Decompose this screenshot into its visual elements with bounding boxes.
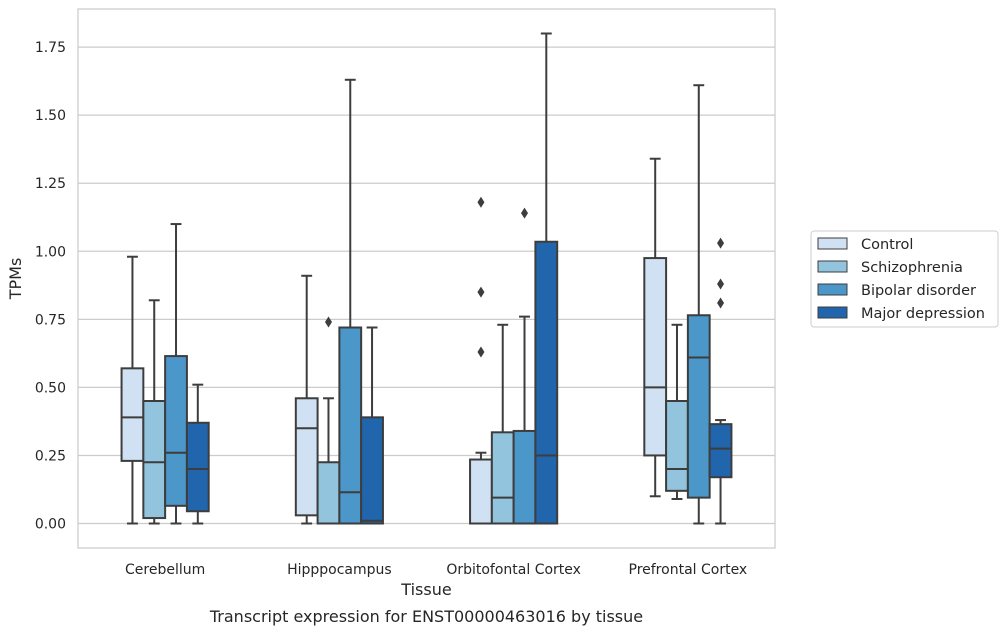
box-control: [643, 157, 668, 498]
y-tick-label: 0.75: [35, 312, 66, 328]
box-iqr: [164, 355, 188, 507]
y-tick-label: 1.00: [35, 244, 66, 260]
outlier-point: [477, 286, 485, 298]
box-control: [294, 274, 319, 525]
box-bipolar-disorder: [338, 78, 363, 525]
box-control: [469, 196, 493, 525]
box-bipolar-disorder: [512, 207, 537, 525]
box-iqr: [294, 397, 319, 517]
box-iqr: [338, 326, 363, 525]
box-major-depression: [708, 237, 733, 525]
box-schizophrenia: [490, 323, 515, 525]
x-tick-label: Cerebellum: [125, 562, 205, 578]
box-schizophrenia: [316, 316, 341, 525]
box-bipolar-disorder: [164, 223, 188, 525]
box-iqr: [708, 423, 733, 479]
legend-frame: [810, 230, 999, 328]
x-tick-label: Prefrontal Cortex: [629, 562, 748, 578]
outlier-point: [477, 196, 485, 208]
box-iqr: [534, 240, 559, 525]
box-iqr: [665, 400, 689, 492]
box-control: [120, 255, 145, 525]
outlier-point: [324, 316, 332, 328]
box-major-depression: [534, 32, 559, 525]
outlier-point: [717, 297, 725, 309]
legend-swatch: [817, 237, 848, 250]
box-major-depression: [185, 383, 210, 525]
box-iqr: [512, 429, 537, 525]
x-axis-ticks: Cerebellum Hipppocampus Orbitofontal Corte…: [125, 562, 747, 578]
x-axis-label: Tissue: [400, 580, 451, 599]
box-schizophrenia: [142, 299, 167, 525]
y-tick-label: 1.25: [35, 176, 66, 192]
box-iqr: [686, 314, 711, 499]
legend-swatch: [817, 260, 848, 273]
y-axis-label: TPMs: [6, 258, 25, 301]
y-tick-label: 1.50: [35, 108, 66, 124]
box-iqr: [490, 431, 515, 525]
y-axis-ticks: 0.00 0.25 0.50 0.75 1.00 1.25 1.50 1.75: [35, 40, 66, 532]
box-bipolar-disorder: [686, 84, 711, 525]
legend: Control Schizophrenia Bipolar disorder Majo…: [810, 230, 999, 328]
y-tick-label: 0.50: [35, 380, 66, 396]
x-tick-label: Orbitofontal Cortex: [446, 562, 581, 578]
outlier-point: [477, 346, 485, 358]
outlier-point: [521, 207, 529, 219]
y-tick-label: 1.75: [35, 40, 66, 56]
outlier-point: [717, 237, 725, 249]
legend-swatch: [817, 306, 848, 319]
plot-frame: [77, 8, 776, 549]
box-major-depression: [360, 326, 384, 525]
legend-swatch: [817, 283, 848, 296]
y-tick-label: 0.25: [35, 448, 66, 464]
box-iqr: [360, 416, 384, 525]
outlier-point: [717, 278, 725, 290]
legend-label: Major depression: [861, 306, 985, 322]
box-iqr: [643, 257, 668, 457]
box-iqr: [120, 367, 145, 462]
y-tick-label: 0.00: [35, 517, 66, 533]
x-tick-label: Hipppocampus: [287, 562, 392, 578]
box-iqr: [185, 421, 210, 513]
chart-caption: Transcript expression for ENST0000046301…: [209, 607, 643, 626]
legend-label: Bipolar disorder: [861, 283, 976, 299]
box-iqr: [316, 461, 341, 525]
box-iqr: [469, 458, 493, 525]
box-schizophrenia: [665, 323, 689, 500]
box-iqr: [142, 400, 167, 520]
box-series: [120, 32, 733, 525]
legend-label: Schizophrenia: [861, 260, 963, 276]
legend-label: Control: [861, 237, 913, 253]
